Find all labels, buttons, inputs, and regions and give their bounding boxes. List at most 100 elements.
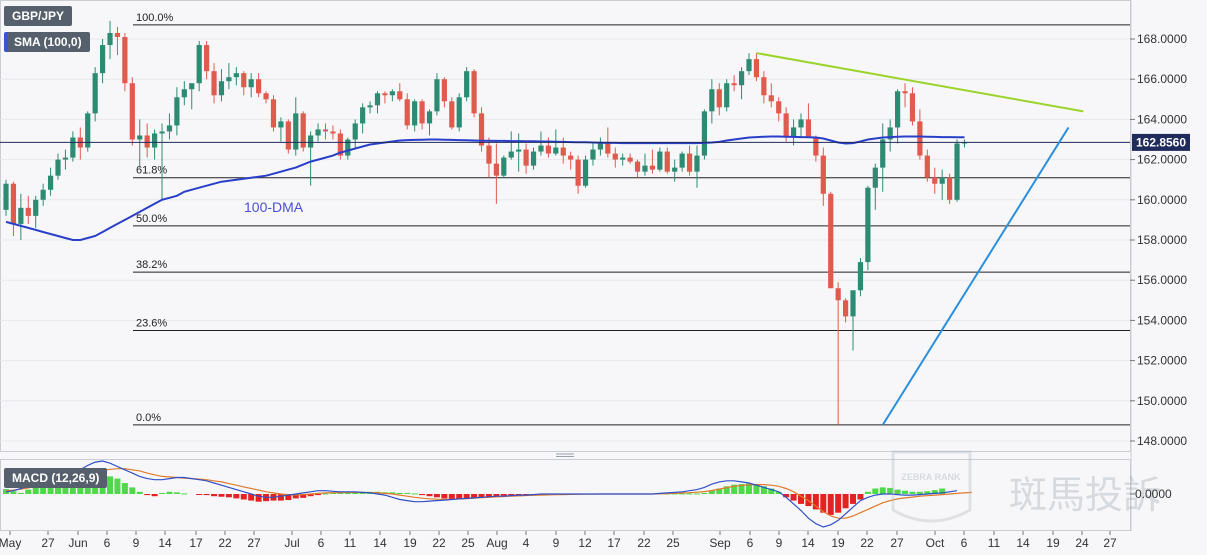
candle[interactable] bbox=[367, 101, 373, 114]
candle[interactable] bbox=[709, 79, 715, 124]
candle[interactable] bbox=[835, 282, 841, 425]
candle[interactable] bbox=[590, 143, 596, 166]
candle[interactable] bbox=[523, 143, 529, 174]
candle[interactable] bbox=[40, 183, 46, 206]
candle[interactable] bbox=[218, 69, 225, 102]
candle[interactable] bbox=[724, 79, 730, 112]
candle[interactable] bbox=[449, 97, 455, 130]
candle[interactable] bbox=[62, 149, 69, 170]
candle[interactable] bbox=[805, 103, 812, 138]
candle[interactable] bbox=[441, 77, 447, 108]
candle[interactable] bbox=[412, 99, 418, 132]
candle[interactable] bbox=[308, 131, 314, 186]
candle[interactable] bbox=[850, 290, 856, 351]
candle[interactable] bbox=[159, 123, 165, 200]
symbol-badge[interactable]: GBP/JPY bbox=[4, 6, 73, 26]
candle[interactable] bbox=[842, 298, 849, 323]
candle[interactable] bbox=[92, 67, 98, 122]
candle[interactable] bbox=[865, 185, 871, 271]
candle[interactable] bbox=[753, 53, 760, 82]
candle[interactable] bbox=[434, 73, 440, 116]
candle[interactable] bbox=[478, 107, 485, 152]
candle[interactable] bbox=[612, 147, 618, 168]
candle[interactable] bbox=[10, 181, 17, 236]
candle[interactable] bbox=[137, 119, 143, 168]
candle[interactable] bbox=[954, 139, 960, 202]
candle[interactable] bbox=[70, 131, 76, 162]
candle[interactable] bbox=[761, 71, 767, 104]
candle[interactable] bbox=[872, 163, 878, 210]
candle[interactable] bbox=[575, 155, 581, 194]
candle[interactable] bbox=[917, 109, 923, 160]
candle[interactable] bbox=[657, 147, 663, 172]
candle[interactable] bbox=[322, 123, 329, 140]
candle[interactable] bbox=[597, 137, 603, 156]
candle[interactable] bbox=[679, 151, 685, 172]
resistance-trendline[interactable] bbox=[756, 52, 1084, 113]
candle[interactable] bbox=[404, 93, 410, 130]
candle[interactable] bbox=[493, 143, 499, 204]
candle[interactable] bbox=[694, 145, 700, 188]
candle[interactable] bbox=[456, 93, 462, 132]
candle[interactable] bbox=[947, 173, 953, 204]
candle[interactable] bbox=[85, 111, 91, 152]
candle[interactable] bbox=[315, 123, 321, 142]
candle[interactable] bbox=[664, 147, 670, 174]
candle[interactable] bbox=[174, 87, 180, 136]
candle[interactable] bbox=[530, 147, 537, 170]
macd-badge[interactable]: MACD (12,26,9) bbox=[4, 468, 108, 488]
candle[interactable] bbox=[211, 63, 217, 104]
candle[interactable] bbox=[107, 20, 113, 60]
candle[interactable] bbox=[196, 41, 202, 92]
candle[interactable] bbox=[790, 119, 797, 146]
candle[interactable] bbox=[189, 83, 195, 110]
candle[interactable] bbox=[18, 193, 24, 240]
candle[interactable] bbox=[939, 169, 945, 200]
candle[interactable] bbox=[820, 147, 826, 206]
candle[interactable] bbox=[152, 129, 158, 160]
candle[interactable] bbox=[233, 67, 239, 86]
candle[interactable] bbox=[568, 151, 574, 170]
candle[interactable] bbox=[33, 195, 39, 228]
candle[interactable] bbox=[538, 131, 544, 156]
candle[interactable] bbox=[961, 139, 968, 148]
candle[interactable] bbox=[285, 119, 291, 154]
candle[interactable] bbox=[263, 91, 269, 104]
candle[interactable] bbox=[419, 99, 425, 130]
candle[interactable] bbox=[382, 91, 388, 104]
candle[interactable] bbox=[270, 95, 277, 132]
candle[interactable] bbox=[716, 83, 722, 116]
candle[interactable] bbox=[582, 155, 589, 188]
candle[interactable] bbox=[813, 135, 819, 162]
candle[interactable] bbox=[508, 131, 514, 160]
candle[interactable] bbox=[25, 195, 31, 224]
candle[interactable] bbox=[337, 129, 343, 160]
candle[interactable] bbox=[226, 63, 232, 90]
candle[interactable] bbox=[345, 137, 351, 160]
candle[interactable] bbox=[701, 109, 708, 160]
candle[interactable] bbox=[909, 87, 916, 126]
candle[interactable] bbox=[129, 77, 135, 146]
candle[interactable] bbox=[672, 159, 678, 182]
sma-badge[interactable]: SMA (100,0) bbox=[4, 32, 90, 52]
candle[interactable] bbox=[426, 109, 433, 136]
candle[interactable] bbox=[627, 153, 633, 164]
candle[interactable] bbox=[634, 159, 641, 178]
candle[interactable] bbox=[768, 83, 774, 108]
candle[interactable] bbox=[880, 123, 886, 192]
candle[interactable] bbox=[516, 133, 522, 172]
candle[interactable] bbox=[278, 117, 284, 142]
candle[interactable] bbox=[248, 73, 254, 98]
candle[interactable] bbox=[746, 53, 752, 76]
support-trendline[interactable] bbox=[881, 126, 1070, 426]
candle[interactable] bbox=[501, 155, 507, 178]
candle[interactable] bbox=[241, 71, 247, 96]
candle[interactable] bbox=[620, 153, 626, 166]
pane-resize-handle[interactable] bbox=[556, 453, 574, 457]
candle[interactable] bbox=[902, 83, 908, 108]
candle[interactable] bbox=[887, 119, 893, 152]
candle[interactable] bbox=[731, 75, 737, 92]
candle[interactable] bbox=[300, 111, 306, 152]
candle[interactable] bbox=[738, 67, 745, 100]
